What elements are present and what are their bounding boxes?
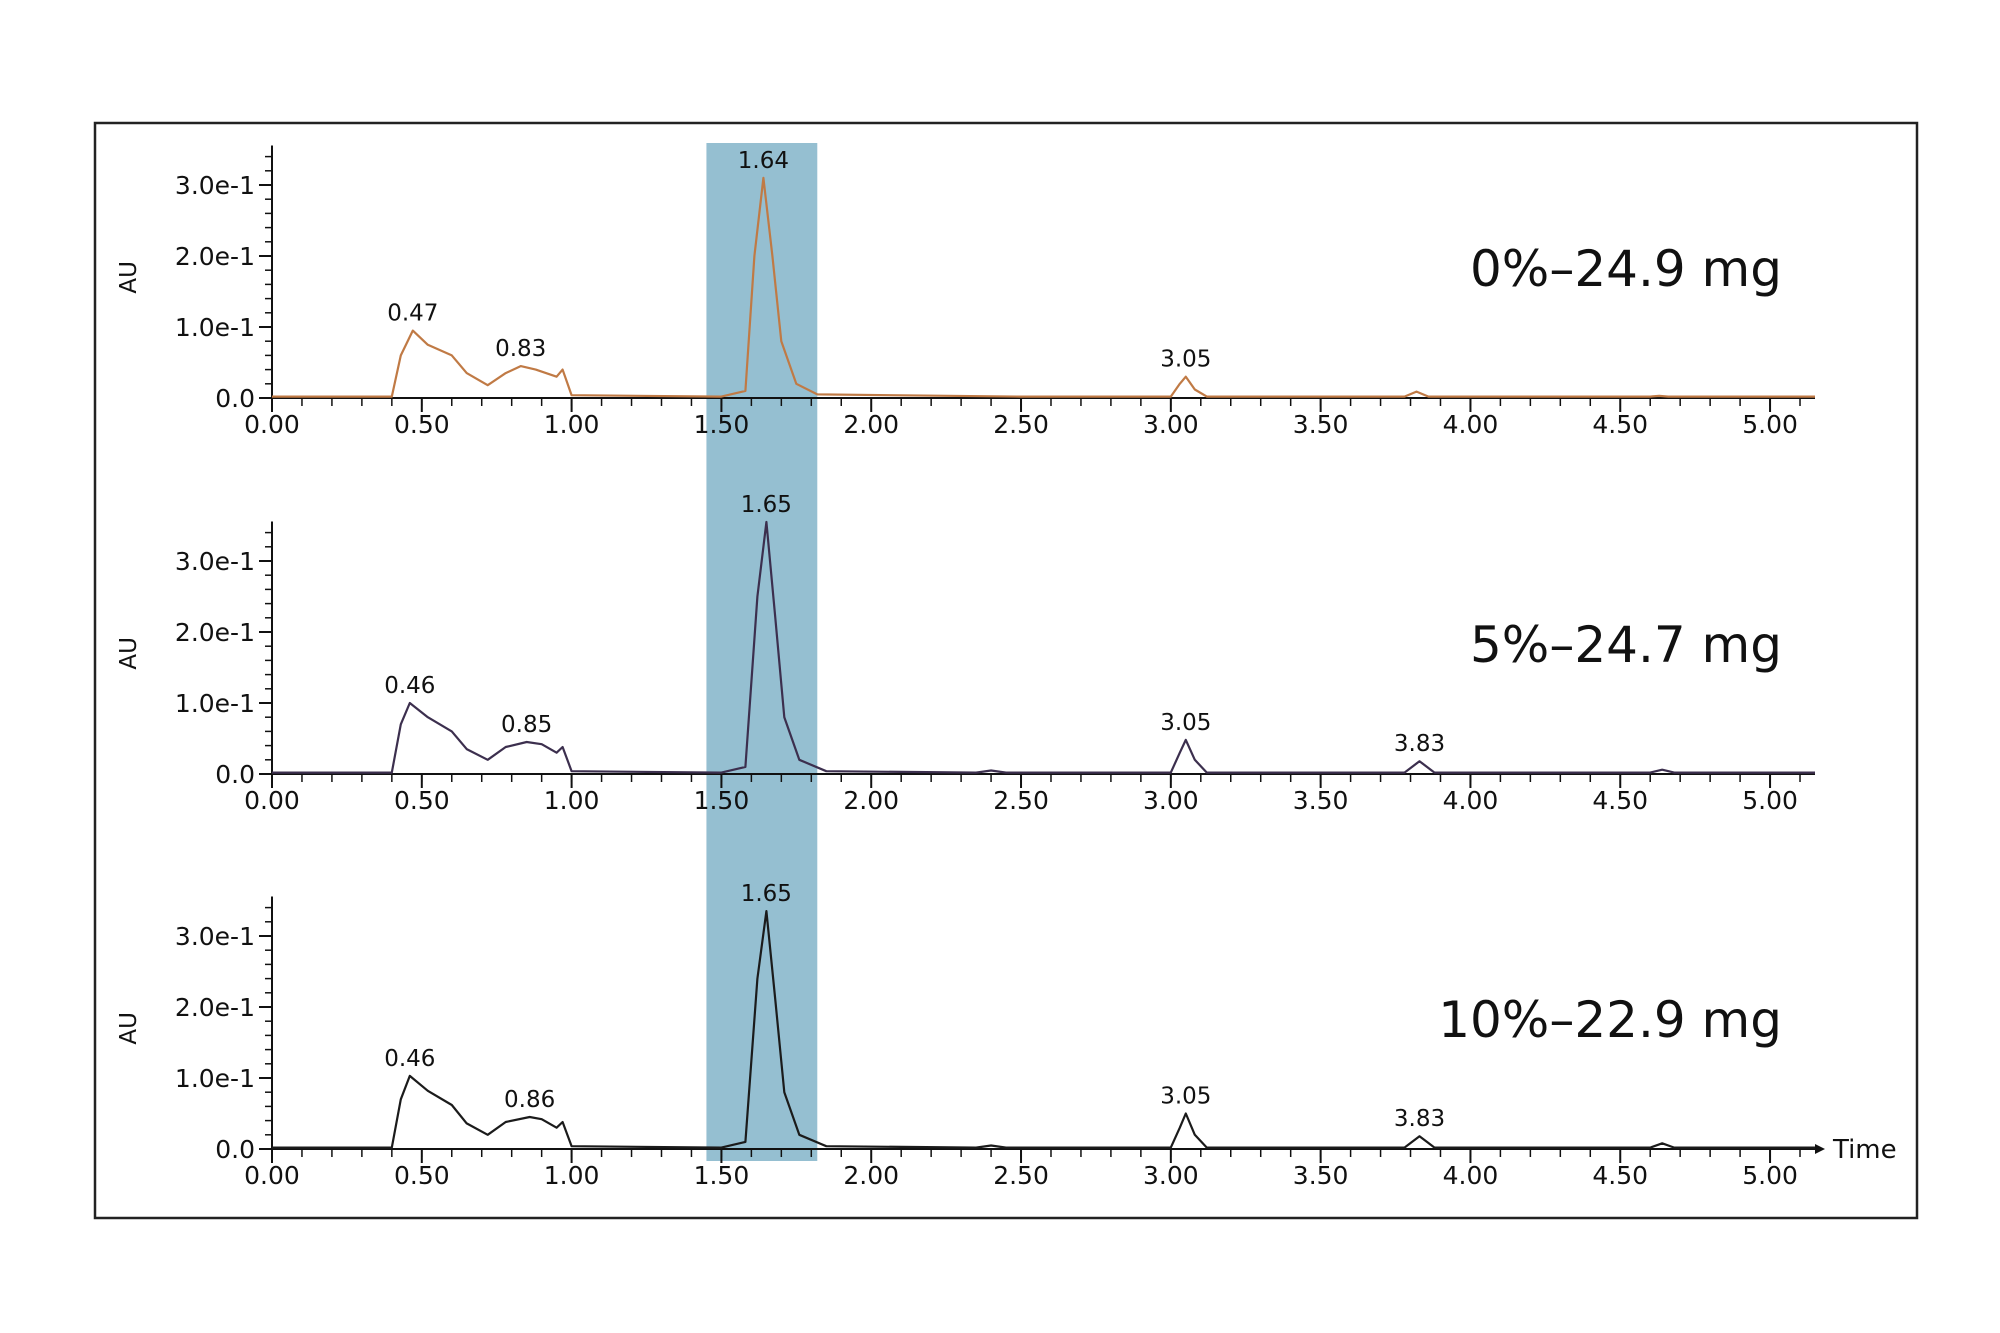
x-tick-label: 2.50 bbox=[993, 410, 1049, 439]
peak-label: 3.05 bbox=[1160, 710, 1211, 736]
x-tick-label: 4.00 bbox=[1443, 786, 1499, 815]
peak-label: 3.05 bbox=[1160, 347, 1211, 373]
y-tick-label: 2.0e-1 bbox=[175, 242, 255, 271]
x-tick-label: 5.00 bbox=[1742, 410, 1798, 439]
y-tick-label: 1.0e-1 bbox=[175, 1064, 255, 1093]
x-tick-label: 1.50 bbox=[694, 786, 750, 815]
x-tick-label: 3.00 bbox=[1143, 786, 1199, 815]
x-tick-label: 2.00 bbox=[843, 1161, 899, 1190]
highlight-band bbox=[706, 143, 818, 1161]
figure-frame bbox=[93, 121, 1919, 1220]
x-tick-label: 3.50 bbox=[1293, 1161, 1349, 1190]
peak-label: 1.64 bbox=[738, 148, 789, 174]
y-axis-label: AU bbox=[116, 261, 142, 294]
y-tick-label: 1.0e-1 bbox=[175, 689, 255, 718]
y-axis-label: AU bbox=[116, 637, 142, 670]
x-tick-label: 3.00 bbox=[1143, 1161, 1199, 1190]
y-tick-label: 1.0e-1 bbox=[175, 313, 255, 342]
peak-label: 0.83 bbox=[495, 336, 546, 362]
peak-label: 0.47 bbox=[387, 301, 438, 327]
x-tick-label: 1.00 bbox=[544, 1161, 600, 1190]
peak-label: 3.83 bbox=[1394, 1106, 1445, 1132]
panel-2: 0.0 1.0e-1 2.0e-1 3.0e-1 AU 0.00 0.50 1.00 1.50 2… bbox=[116, 492, 1815, 815]
x-tick-label: 2.00 bbox=[843, 410, 899, 439]
x-tick-label: 5.00 bbox=[1742, 1161, 1798, 1190]
y-tick-label: 0.0 bbox=[215, 1135, 255, 1164]
panel-title: 5%–24.7 mg bbox=[1470, 616, 1782, 674]
y-tick-label: 0.0 bbox=[215, 384, 255, 413]
x-tick-label: 1.50 bbox=[694, 1161, 750, 1190]
x-tick-label: 4.50 bbox=[1592, 786, 1648, 815]
y-tick-label: 0.0 bbox=[215, 760, 255, 789]
series-trace bbox=[272, 176, 1815, 398]
panel-title: 10%–22.9 mg bbox=[1438, 991, 1782, 1049]
x-tick-label: 0.00 bbox=[244, 786, 300, 815]
x-tick-label: 4.50 bbox=[1592, 410, 1648, 439]
y-tick-label: 2.0e-1 bbox=[175, 618, 255, 647]
y-tick-label: 2.0e-1 bbox=[175, 993, 255, 1022]
x-tick-label: 1.50 bbox=[694, 410, 750, 439]
x-tick-label: 2.50 bbox=[993, 786, 1049, 815]
peak-label: 3.05 bbox=[1160, 1084, 1211, 1110]
x-axis-name: Time bbox=[1832, 1135, 1897, 1165]
peak-label: 0.85 bbox=[501, 712, 552, 738]
x-tick-label: 2.50 bbox=[993, 1161, 1049, 1190]
peak-label: 3.83 bbox=[1394, 731, 1445, 757]
y-tick-label: 3.0e-1 bbox=[175, 171, 255, 200]
x-tick-label: 3.50 bbox=[1293, 410, 1349, 439]
x-tick-label: 0.00 bbox=[244, 1161, 300, 1190]
peak-label: 0.46 bbox=[384, 1046, 435, 1072]
panel-3: 0.0 1.0e-1 2.0e-1 3.0e-1 AU 0.00 0.50 1.00 1.50 2… bbox=[116, 881, 1897, 1190]
peak-label: 0.46 bbox=[384, 673, 435, 699]
x-tick-label: 4.00 bbox=[1443, 410, 1499, 439]
x-tick-label: 3.00 bbox=[1143, 410, 1199, 439]
x-tick-label: 4.50 bbox=[1592, 1161, 1648, 1190]
panel-1: 0.0 1.0e-1 2.0e-1 3.0e-1 AU 0.00 0.50 1.00 1.50 2… bbox=[116, 145, 1815, 439]
x-tick-label: 0.50 bbox=[394, 410, 450, 439]
x-tick-label: 2.00 bbox=[843, 786, 899, 815]
panel-title: 0%–24.9 mg bbox=[1470, 240, 1782, 298]
peak-label: 1.65 bbox=[741, 881, 792, 907]
y-tick-label: 3.0e-1 bbox=[175, 547, 255, 576]
highlight-layer bbox=[706, 143, 818, 1161]
peak-label: 1.65 bbox=[741, 492, 792, 518]
x-tick-label: 0.50 bbox=[394, 1161, 450, 1190]
x-tick-label: 5.00 bbox=[1742, 786, 1798, 815]
x-tick-label: 3.50 bbox=[1293, 786, 1349, 815]
series-trace bbox=[272, 520, 1815, 774]
y-axis-label: AU bbox=[116, 1012, 142, 1045]
x-tick-label: 0.00 bbox=[244, 410, 300, 439]
x-axis-arrow bbox=[1815, 1144, 1825, 1154]
series-trace bbox=[272, 910, 1815, 1149]
x-tick-label: 1.00 bbox=[544, 786, 600, 815]
x-tick-label: 1.00 bbox=[544, 410, 600, 439]
peak-label: 0.86 bbox=[504, 1087, 555, 1113]
y-tick-label: 3.0e-1 bbox=[175, 922, 255, 951]
x-tick-label: 4.00 bbox=[1443, 1161, 1499, 1190]
panels-layer: 0.0 1.0e-1 2.0e-1 3.0e-1 AU 0.00 0.50 1.00 1.50 2… bbox=[116, 145, 1897, 1190]
x-tick-label: 0.50 bbox=[394, 786, 450, 815]
